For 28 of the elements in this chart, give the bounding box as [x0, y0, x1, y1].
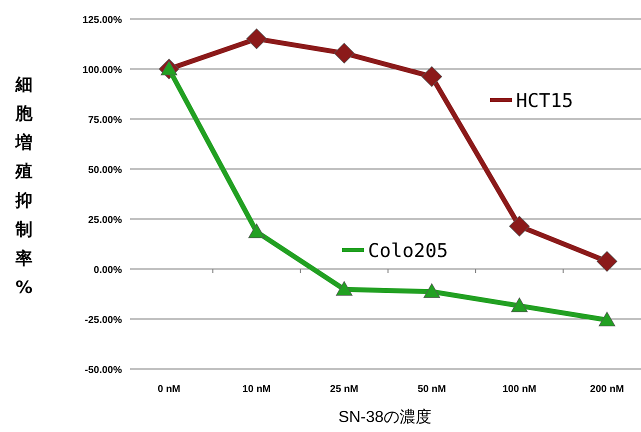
point [248, 224, 265, 238]
point [596, 251, 618, 272]
y-tick-label: 75.00% [88, 115, 122, 126]
point [598, 312, 616, 326]
x-axis-title: SN-38の濃度 [338, 408, 432, 426]
x-tick-label: 50 nM [418, 384, 446, 395]
legend-label: HCT15 [516, 90, 574, 112]
point [422, 66, 442, 87]
x-tick-label: 10 nM [242, 384, 271, 395]
point [334, 42, 354, 64]
y-tick-label: -50.00% [84, 365, 122, 376]
x-tick-label: 100 nM [502, 384, 536, 395]
point [424, 283, 440, 298]
point [511, 298, 528, 312]
point [246, 28, 267, 50]
x-tick-label: 25 nM [330, 384, 358, 395]
y-tick-label: -25.00% [84, 315, 122, 326]
y-tick-label: 0.00% [94, 265, 122, 276]
x-tick-label: 0 nM [158, 384, 180, 395]
y-tick-label: 125.00% [82, 15, 122, 26]
x-tick-label: 200 nM [590, 384, 624, 395]
legend-label: Colo205 [368, 240, 448, 262]
y-axis-title: 細胞増殖抑制率% [14, 75, 34, 298]
point [336, 281, 352, 296]
point [509, 216, 530, 236]
y-tick-label: 25.00% [88, 215, 122, 226]
y-tick-label: 50.00% [88, 165, 122, 176]
y-tick-label: 100.00% [82, 65, 122, 76]
